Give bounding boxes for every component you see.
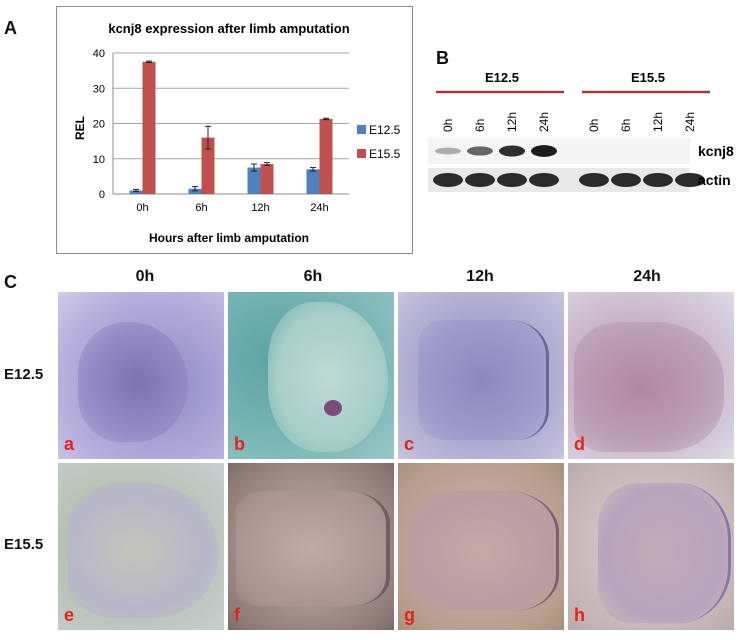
- bar-e12-5-0h: [129, 190, 143, 194]
- limb-shape: [268, 302, 388, 452]
- limb-photo-h: h: [568, 463, 734, 630]
- western-blot: E12.5 0h 6h 12h 24h E15.5 0h 6h 12h 24h kcnj8 act…: [428, 70, 734, 192]
- column-header-24h: 24h: [633, 268, 661, 285]
- tissue-label-h: h: [574, 605, 585, 625]
- blot-band-actin: [579, 173, 609, 187]
- y-tick-label: 20: [93, 119, 105, 131]
- x-axis-label: Hours after limb amputation: [149, 231, 309, 245]
- limb-shape: [418, 320, 549, 440]
- tissue-label-c: c: [404, 434, 415, 454]
- row-header-e15-5: E15.5: [4, 536, 44, 553]
- chart-title: kcnj8 expression after limb amputation: [108, 21, 349, 36]
- limb-photo-b: b: [228, 292, 394, 459]
- blot-lane-label: 12h: [651, 112, 665, 132]
- limb-shape: [236, 491, 390, 606]
- limb-shape: [574, 322, 724, 452]
- blot-lane-label: 24h: [683, 112, 697, 132]
- panel-label-c: C: [4, 272, 17, 292]
- bar-e12-5-6h: [188, 188, 202, 194]
- legend-label: E15.5: [369, 147, 401, 161]
- blot-band-actin: [611, 173, 641, 187]
- blot-band-actin: [433, 173, 463, 187]
- bar-e15-5-24h: [319, 118, 333, 194]
- y-tick-label: 30: [93, 83, 105, 95]
- y-tick-label: 0: [99, 189, 105, 201]
- x-tick-label: 12h: [251, 202, 269, 214]
- blot-band-kcnj8: [467, 146, 493, 156]
- blot-band-actin: [465, 173, 495, 187]
- blot-band-actin: [529, 173, 559, 187]
- blot-lane-label: 6h: [473, 119, 487, 132]
- bar-e12-5-24h: [306, 169, 320, 194]
- limb-shape: [408, 491, 559, 611]
- blot-group-label: E15.5: [631, 70, 665, 85]
- row-header-e12-5: E12.5: [4, 366, 44, 383]
- blot-lane-label: 0h: [441, 119, 455, 132]
- tissue-label-d: d: [574, 434, 585, 454]
- limb-photo-f: f: [228, 463, 394, 630]
- legend-label: E12.5: [369, 123, 401, 137]
- blot-row-label-actin: actin: [698, 172, 731, 188]
- blot-band-kcnj8: [435, 147, 461, 155]
- tissue-label-e: e: [64, 605, 75, 625]
- panel-label-b: B: [436, 48, 449, 68]
- limb-shape: [598, 483, 731, 623]
- limb-shape: [78, 322, 188, 442]
- bar-e15-5-0h: [142, 61, 156, 194]
- limb-photo-g: g: [398, 463, 564, 630]
- blot-lane-label: 24h: [537, 112, 551, 132]
- blot-lane-label: 6h: [619, 119, 633, 132]
- y-tick-label: 10: [93, 154, 105, 166]
- blot-band-kcnj8: [531, 145, 557, 157]
- limb-shape: [68, 483, 218, 618]
- stain-spot: [324, 400, 342, 416]
- tissue-label-f: f: [234, 605, 240, 625]
- tissue-label-a: a: [64, 434, 75, 454]
- column-header-0h: 0h: [135, 268, 155, 285]
- column-header-12h: 12h: [466, 268, 494, 285]
- blot-band-kcnj8: [499, 145, 525, 157]
- blot-band-actin: [675, 173, 705, 187]
- bar-e12-5-12h: [247, 167, 261, 194]
- legend-swatch: [357, 125, 366, 134]
- panel-label-a: A: [4, 18, 17, 38]
- bar-e15-5-12h: [260, 164, 274, 194]
- blot-lane-label: 12h: [505, 112, 519, 132]
- column-header-6h: 6h: [303, 268, 323, 285]
- limb-photo-c: c: [398, 292, 564, 459]
- bar-chart: kcnj8 expression after limb amputation R…: [73, 21, 401, 245]
- blot-group-label: E12.5: [485, 70, 519, 85]
- x-tick-label: 0h: [136, 202, 148, 214]
- blot-band-actin: [497, 173, 527, 187]
- y-axis-label: REL: [73, 116, 87, 140]
- x-tick-label: 24h: [310, 202, 328, 214]
- legend-swatch: [357, 149, 366, 158]
- limb-photo-d: d: [568, 292, 734, 459]
- bar-chart-panel: kcnj8 expression after limb amputation R…: [56, 6, 413, 254]
- limb-photo-a: a: [58, 292, 224, 459]
- limb-photo-e: e: [58, 463, 224, 630]
- x-tick-label: 6h: [195, 202, 207, 214]
- bar-e15-5-6h: [201, 137, 215, 194]
- blot-lane-label: 0h: [587, 119, 601, 132]
- tissue-label-g: g: [404, 605, 415, 625]
- tissue-label-b: b: [234, 434, 245, 454]
- blot-band-actin: [643, 173, 673, 187]
- y-tick-label: 40: [93, 48, 105, 60]
- blot-row-label-kcnj8: kcnj8: [698, 143, 734, 159]
